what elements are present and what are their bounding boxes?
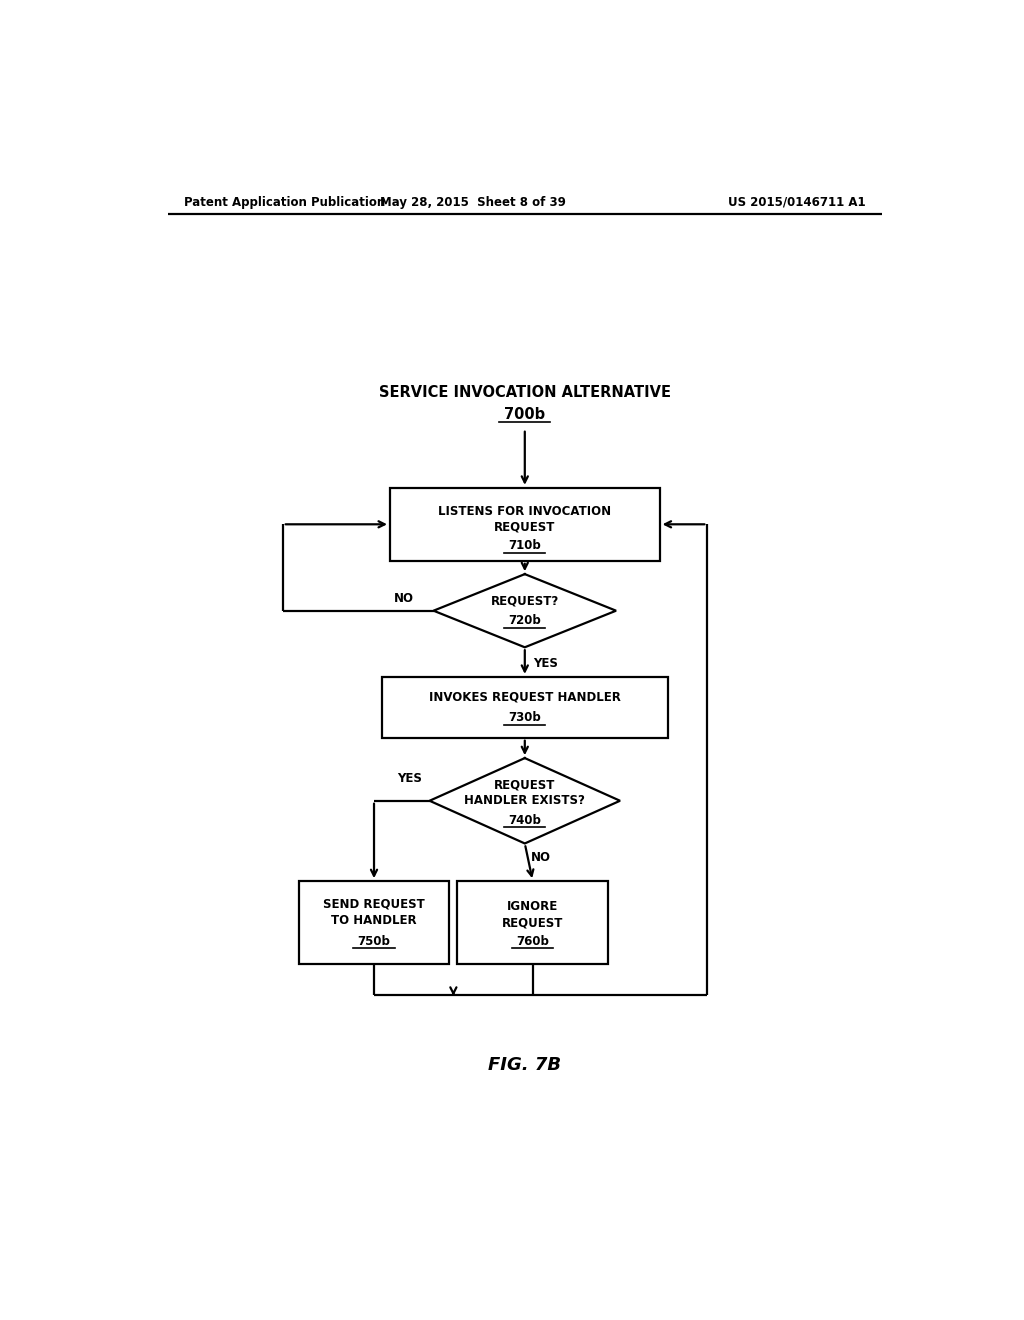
Text: TO HANDLER: TO HANDLER <box>331 915 417 927</box>
Text: SERVICE INVOCATION ALTERNATIVE: SERVICE INVOCATION ALTERNATIVE <box>379 384 671 400</box>
Text: LISTENS FOR INVOCATION: LISTENS FOR INVOCATION <box>438 504 611 517</box>
Text: 740b: 740b <box>508 813 542 826</box>
FancyBboxPatch shape <box>299 880 450 965</box>
Text: 700b: 700b <box>504 407 546 422</box>
Text: YES: YES <box>532 657 558 671</box>
Text: 760b: 760b <box>516 935 549 948</box>
Text: 720b: 720b <box>509 614 541 627</box>
Text: NO: NO <box>393 591 414 605</box>
Text: May 28, 2015  Sheet 8 of 39: May 28, 2015 Sheet 8 of 39 <box>380 195 566 209</box>
FancyBboxPatch shape <box>458 880 608 965</box>
FancyBboxPatch shape <box>390 487 659 561</box>
Text: YES: YES <box>396 772 422 785</box>
Text: REQUEST: REQUEST <box>502 916 563 929</box>
Text: INVOKES REQUEST HANDLER: INVOKES REQUEST HANDLER <box>429 690 621 704</box>
Text: US 2015/0146711 A1: US 2015/0146711 A1 <box>728 195 866 209</box>
Text: Patent Application Publication: Patent Application Publication <box>183 195 385 209</box>
Text: FIG. 7B: FIG. 7B <box>488 1056 561 1074</box>
Text: NO: NO <box>531 851 551 865</box>
FancyBboxPatch shape <box>382 677 668 738</box>
Text: 710b: 710b <box>509 539 541 552</box>
Text: SEND REQUEST: SEND REQUEST <box>324 898 425 911</box>
Text: REQUEST: REQUEST <box>495 521 555 533</box>
Text: REQUEST?: REQUEST? <box>490 594 559 607</box>
Text: 750b: 750b <box>357 935 390 948</box>
Text: IGNORE: IGNORE <box>507 900 558 913</box>
Text: 730b: 730b <box>509 711 541 723</box>
Text: REQUEST: REQUEST <box>495 777 555 791</box>
Text: HANDLER EXISTS?: HANDLER EXISTS? <box>464 795 586 808</box>
